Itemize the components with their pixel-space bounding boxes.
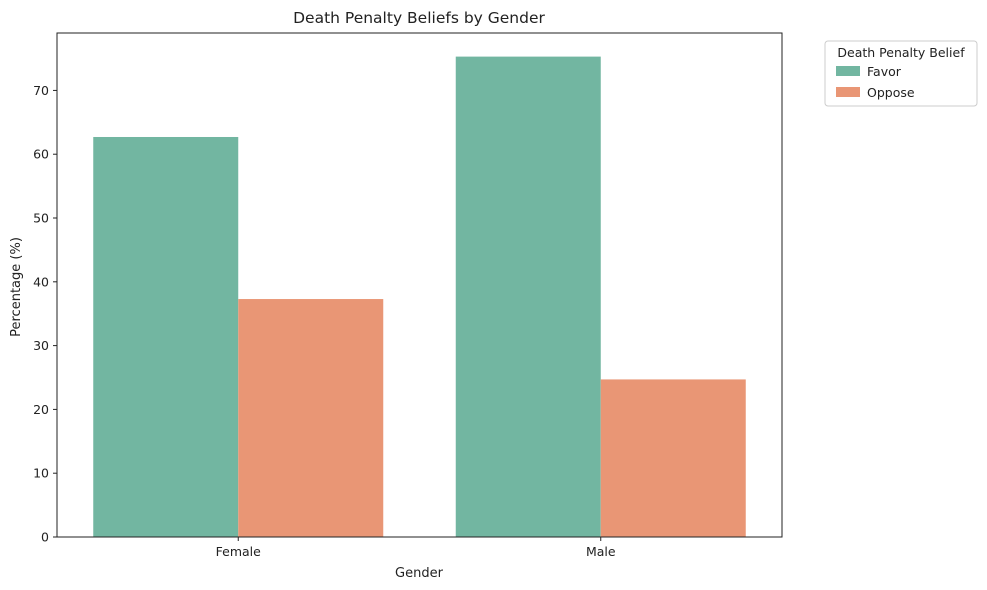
bar-oppose-female	[238, 299, 384, 537]
x-axis-label: Gender	[395, 566, 444, 581]
legend-frame	[824, 40, 978, 107]
y-tick-label: 20	[33, 402, 49, 417]
legend-label-oppose: Oppose	[867, 85, 915, 100]
bars-group	[93, 56, 746, 537]
bar-oppose-male	[600, 379, 746, 537]
legend-swatch-oppose	[836, 87, 860, 97]
bar-favor-female	[93, 136, 239, 537]
y-tick-label: 40	[33, 274, 49, 289]
axes-group: Female Male 0 10 20 30 40 50 60 70	[33, 32, 783, 559]
legend-label-favor: Favor	[867, 64, 902, 79]
y-tick-label: 0	[41, 530, 49, 545]
legend-swatch-favor	[836, 66, 860, 76]
x-tick-label: Male	[586, 544, 616, 559]
legend-title: Death Penalty Belief	[837, 45, 965, 60]
y-tick-label: 50	[33, 211, 49, 226]
y-tick-label: 10	[33, 466, 49, 481]
plot-frame	[56, 32, 783, 538]
y-tick-label: 70	[33, 83, 49, 98]
bar-favor-male	[455, 56, 601, 537]
chart-title: Death Penalty Beliefs by Gender	[293, 9, 545, 27]
y-tick-label: 30	[33, 338, 49, 353]
legend: Death Penalty Belief Favor Oppose	[824, 40, 978, 107]
y-tick-label: 60	[33, 147, 49, 162]
x-tick-label: Female	[216, 544, 262, 559]
y-axis-label: Percentage (%)	[9, 237, 24, 337]
